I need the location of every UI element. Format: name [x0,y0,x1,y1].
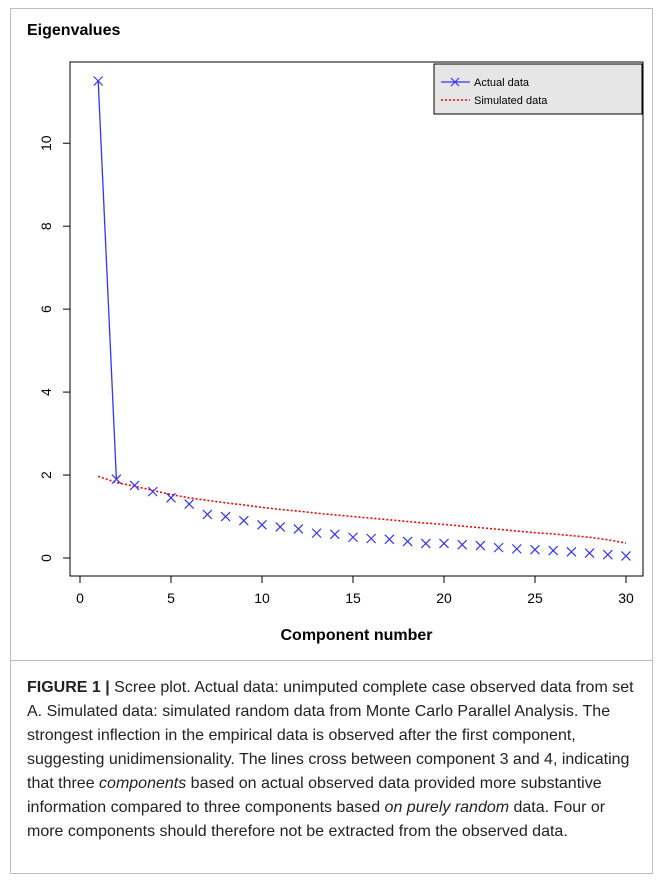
actual-data-point [202,509,213,520]
actual-data-point [311,528,322,539]
actual-data-point [384,534,395,545]
caption-text-part: data. Four or more components should the… [27,799,606,840]
actual-data-point [584,548,595,558]
x-axis-title: Component number [281,627,433,644]
actual-data-point [257,519,267,530]
x-tick-label: 25 [527,590,543,606]
caption-text-part: on purely random [384,799,510,816]
actual-data-point [111,474,122,485]
plot-border [69,61,644,577]
chart-title: Eigenvalues [27,22,121,39]
caption-divider [10,660,653,661]
actual-data-point [457,539,468,550]
y-tick-label: 4 [38,388,54,396]
x-tick-label: 30 [618,590,634,606]
actual-data-point [220,511,231,522]
legend-actual-label: Actual data [474,77,530,89]
y-tick-label: 2 [38,471,54,479]
y-tick-label: 6 [38,305,54,313]
actual-data-point [366,533,377,544]
actual-data-point [238,515,249,526]
series-actual-line [97,80,118,480]
actual-data-point [530,544,540,555]
x-tick-label: 20 [436,590,452,606]
actual-data-point [402,536,413,547]
y-tick-label: 10 [38,135,54,151]
actual-data-point [93,76,104,86]
x-tick-label: 15 [345,590,361,606]
actual-data-point [621,551,631,561]
x-tick-label: 5 [167,590,175,606]
actual-data-point [439,538,449,549]
actual-data-point [166,492,176,503]
y-tick-label: 8 [38,222,54,230]
actual-data-point [602,549,613,560]
x-tick-label: 10 [254,590,270,606]
actual-data-point [147,486,158,497]
actual-data-point [329,529,340,540]
caption-label: FIGURE 1 | [27,679,110,696]
x-tick-label: 0 [76,590,84,606]
actual-data-point [548,545,559,556]
figure-caption: FIGURE 1 | Scree plot. Actual data: unim… [27,676,643,844]
y-tick-label: 0 [38,554,54,562]
legend-box [433,63,643,115]
actual-data-point [566,546,577,557]
legend-actual-marker [450,77,460,87]
actual-data-point [493,542,504,553]
actual-data-point [184,499,195,510]
actual-data-point [511,543,522,554]
figure-frame [10,8,653,874]
caption-text-part: components [99,775,187,792]
actual-data-point [129,480,140,491]
legend-simulated-label: Simulated data [474,95,548,107]
actual-data-point [275,521,286,532]
scree-plot: 0 5 10 15 20 25 30 0 2 4 6 8 10 Component number Actua… [38,61,644,644]
actual-data-point [348,532,358,543]
actual-data-point [475,540,486,551]
caption-text-part: based on actual observed data provided m… [27,775,602,816]
actual-data-point [293,524,304,534]
series-simulated-line [97,475,627,544]
caption-text-part: Scree plot. Actual data: unimputed compl… [27,679,634,792]
actual-data-point [420,538,431,549]
